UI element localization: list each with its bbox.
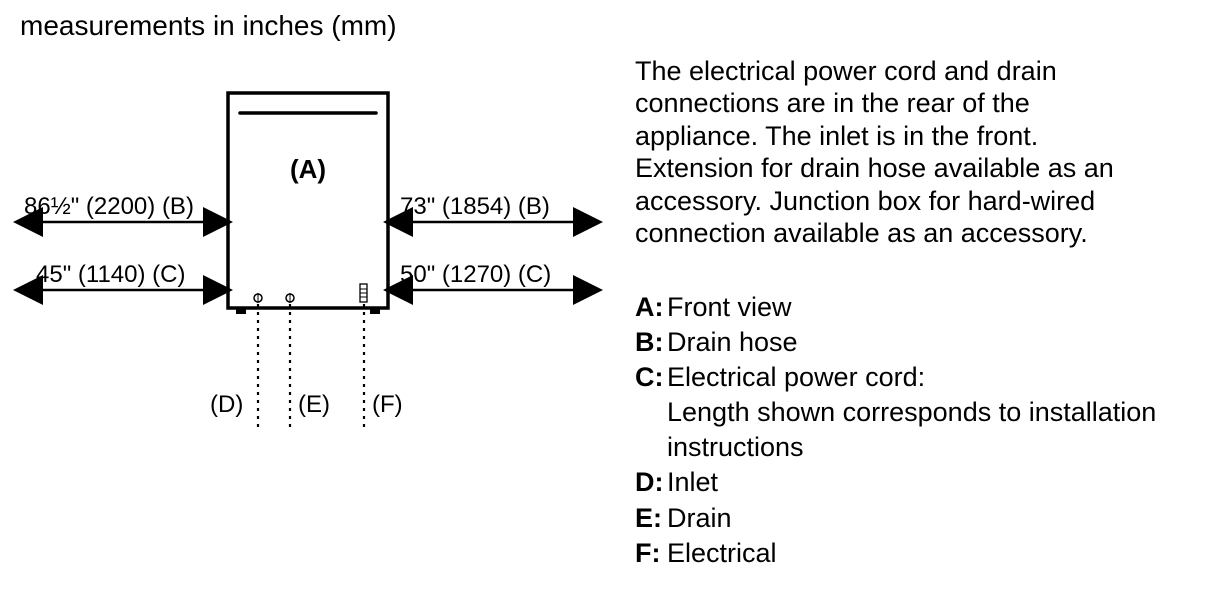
legend-d-text: Inlet [667, 465, 718, 500]
legend-c-extra: Length shown corresponds to installation… [667, 395, 1195, 465]
legend: A: Front view B: Drain hose C: Electrica… [635, 290, 1195, 571]
legend-b-key: B [635, 327, 655, 357]
dim-right-b: 73" (1854) (B) [400, 193, 550, 220]
label-d: (D) [210, 391, 243, 418]
legend-d-key: D [635, 467, 655, 497]
legend-e-text: Drain [667, 501, 732, 536]
label-a: (A) [290, 154, 326, 184]
legend-f-key: F [635, 538, 652, 568]
label-e: (E) [298, 391, 330, 418]
legend-c-text: Electrical power cord: [667, 360, 925, 395]
page: measurements in inches (mm) (A) [0, 0, 1214, 607]
legend-a-key: A [635, 292, 655, 322]
legend-f: F: Electrical [635, 536, 1195, 571]
legend-e-key: E [635, 503, 653, 533]
dim-left-b: 86½" (2200) (B) [24, 193, 194, 220]
legend-a: A: Front view [635, 290, 1195, 325]
appliance-box [228, 93, 388, 308]
appliance-foot-left [236, 308, 246, 314]
dim-right-c: 50" (1270) (C) [400, 261, 551, 288]
legend-c: C: Electrical power cord: [635, 360, 1195, 395]
legend-b: B: Drain hose [635, 325, 1195, 360]
legend-c-key: C [635, 362, 655, 392]
legend-d: D: Inlet [635, 465, 1195, 500]
legend-b-text: Drain hose [667, 325, 798, 360]
dim-left-c: 45" (1140) (C) [36, 261, 185, 288]
legend-f-text: Electrical [667, 536, 777, 571]
diagram-svg: (A) (D) (E) (F) 86½" (2200) (B) 45" (114… [0, 0, 620, 470]
appliance-foot-right [370, 308, 380, 314]
legend-e: E: Drain [635, 501, 1195, 536]
legend-a-text: Front view [667, 290, 792, 325]
description-text: The electrical power cord and drain conn… [635, 55, 1155, 249]
label-f: (F) [372, 391, 403, 418]
